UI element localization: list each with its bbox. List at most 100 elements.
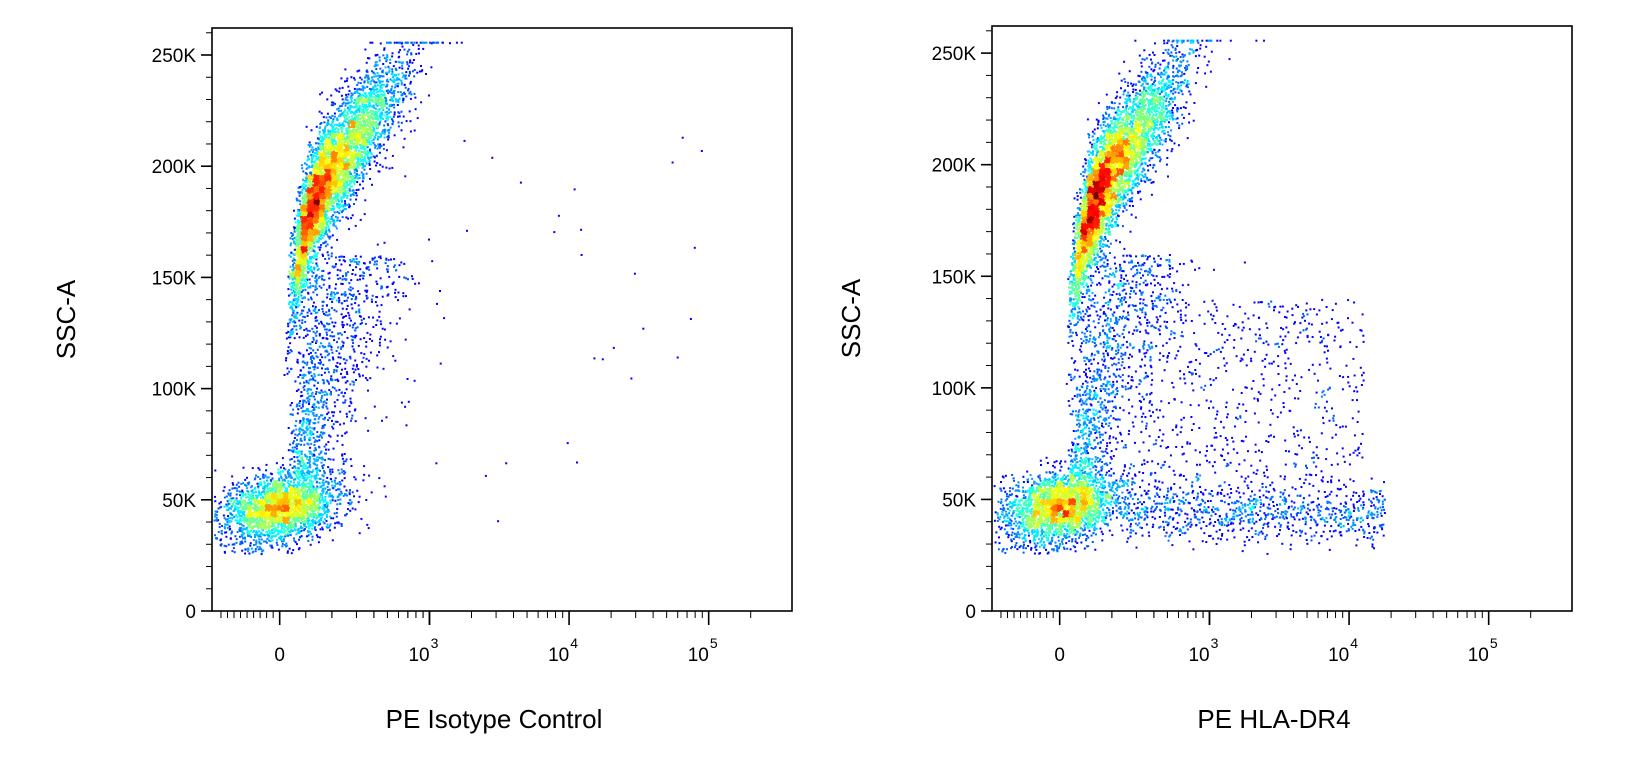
event-dot (336, 482, 339, 485)
event-dot (279, 516, 282, 518)
event-dot (248, 524, 251, 526)
event-dot (286, 519, 289, 522)
event-dot (287, 518, 290, 520)
event-dot (261, 487, 264, 490)
event-dot (227, 492, 230, 495)
event-dot (314, 502, 317, 505)
event-dot (307, 485, 309, 488)
event-dot (306, 520, 309, 523)
event-dot (313, 152, 316, 154)
event-dot (298, 336, 301, 339)
event-dot (247, 548, 250, 551)
event-dot (402, 146, 405, 149)
event-dot (267, 534, 270, 537)
event-dot (283, 521, 286, 524)
event-dot (338, 492, 341, 495)
event-dot (308, 519, 311, 522)
event-dot (249, 529, 252, 532)
event-dot (310, 476, 313, 479)
event-dot (293, 539, 296, 542)
event-dot (320, 519, 323, 521)
event-dot (257, 467, 260, 470)
event-dot (268, 504, 271, 507)
event-dot (274, 505, 277, 508)
event-dot (259, 502, 262, 505)
event-dot (279, 496, 282, 499)
event-dot (233, 508, 236, 511)
event-dot (286, 495, 289, 497)
event-dot (315, 489, 318, 492)
event-dot (373, 92, 376, 95)
event-dot (317, 523, 320, 526)
event-dot (291, 467, 294, 469)
event-dot (264, 474, 267, 477)
event-dot (255, 518, 258, 521)
event-dot (311, 507, 314, 509)
event-dot (276, 501, 279, 504)
event-dot (265, 525, 268, 528)
event-dot (293, 494, 296, 497)
event-dot (254, 543, 257, 546)
event-dot (401, 45, 404, 48)
event-dot (252, 497, 255, 500)
event-dot (314, 495, 317, 498)
event-dot (370, 143, 373, 146)
event-dot (271, 539, 274, 542)
event-dot (315, 487, 318, 490)
event-dot (257, 511, 259, 513)
event-dot (310, 483, 313, 486)
event-dot (298, 454, 301, 457)
event-dot (244, 516, 247, 519)
event-dot (246, 487, 249, 490)
event-dot (273, 495, 276, 498)
event-dot (283, 500, 286, 503)
event-dot (306, 491, 309, 494)
event-dot (214, 469, 217, 472)
event-dot (274, 497, 276, 500)
event-dot (240, 503, 243, 506)
event-dot (394, 86, 397, 89)
event-dot (290, 488, 293, 491)
event-dot (282, 531, 285, 534)
event-dot (303, 521, 306, 524)
event-dot (309, 503, 311, 506)
event-dot (265, 500, 268, 503)
event-dot (254, 511, 257, 514)
event-dot (262, 508, 265, 511)
event-dot (258, 491, 261, 494)
event-dot (270, 498, 273, 501)
event-dot (218, 526, 221, 529)
event-dot (270, 516, 273, 519)
event-dot (303, 500, 306, 503)
event-dot (291, 492, 294, 495)
event-dot (274, 514, 277, 517)
event-dot (267, 517, 270, 520)
event-dot (270, 515, 273, 518)
event-dot (262, 476, 265, 479)
event-dot (318, 514, 321, 517)
event-dot (236, 500, 239, 503)
event-dot (281, 513, 284, 516)
event-dot (248, 552, 251, 555)
event-dot (282, 516, 285, 519)
event-dot (260, 532, 263, 535)
event-dot (297, 473, 300, 476)
event-dot (298, 489, 301, 492)
event-dot (318, 521, 321, 524)
event-dot (258, 468, 261, 471)
event-dot (270, 536, 273, 539)
event-dot (302, 472, 305, 474)
event-dot (316, 500, 318, 502)
event-dot (238, 515, 241, 518)
event-dot (287, 530, 290, 532)
event-dot (283, 493, 286, 496)
event-dot (334, 482, 337, 485)
event-dot (286, 511, 289, 514)
event-dot (340, 524, 343, 527)
event-dot (326, 481, 329, 484)
event-dot (228, 499, 231, 502)
event-dot (295, 473, 298, 476)
event-dot (273, 500, 276, 503)
event-dot (281, 531, 284, 534)
event-dot (224, 518, 227, 521)
